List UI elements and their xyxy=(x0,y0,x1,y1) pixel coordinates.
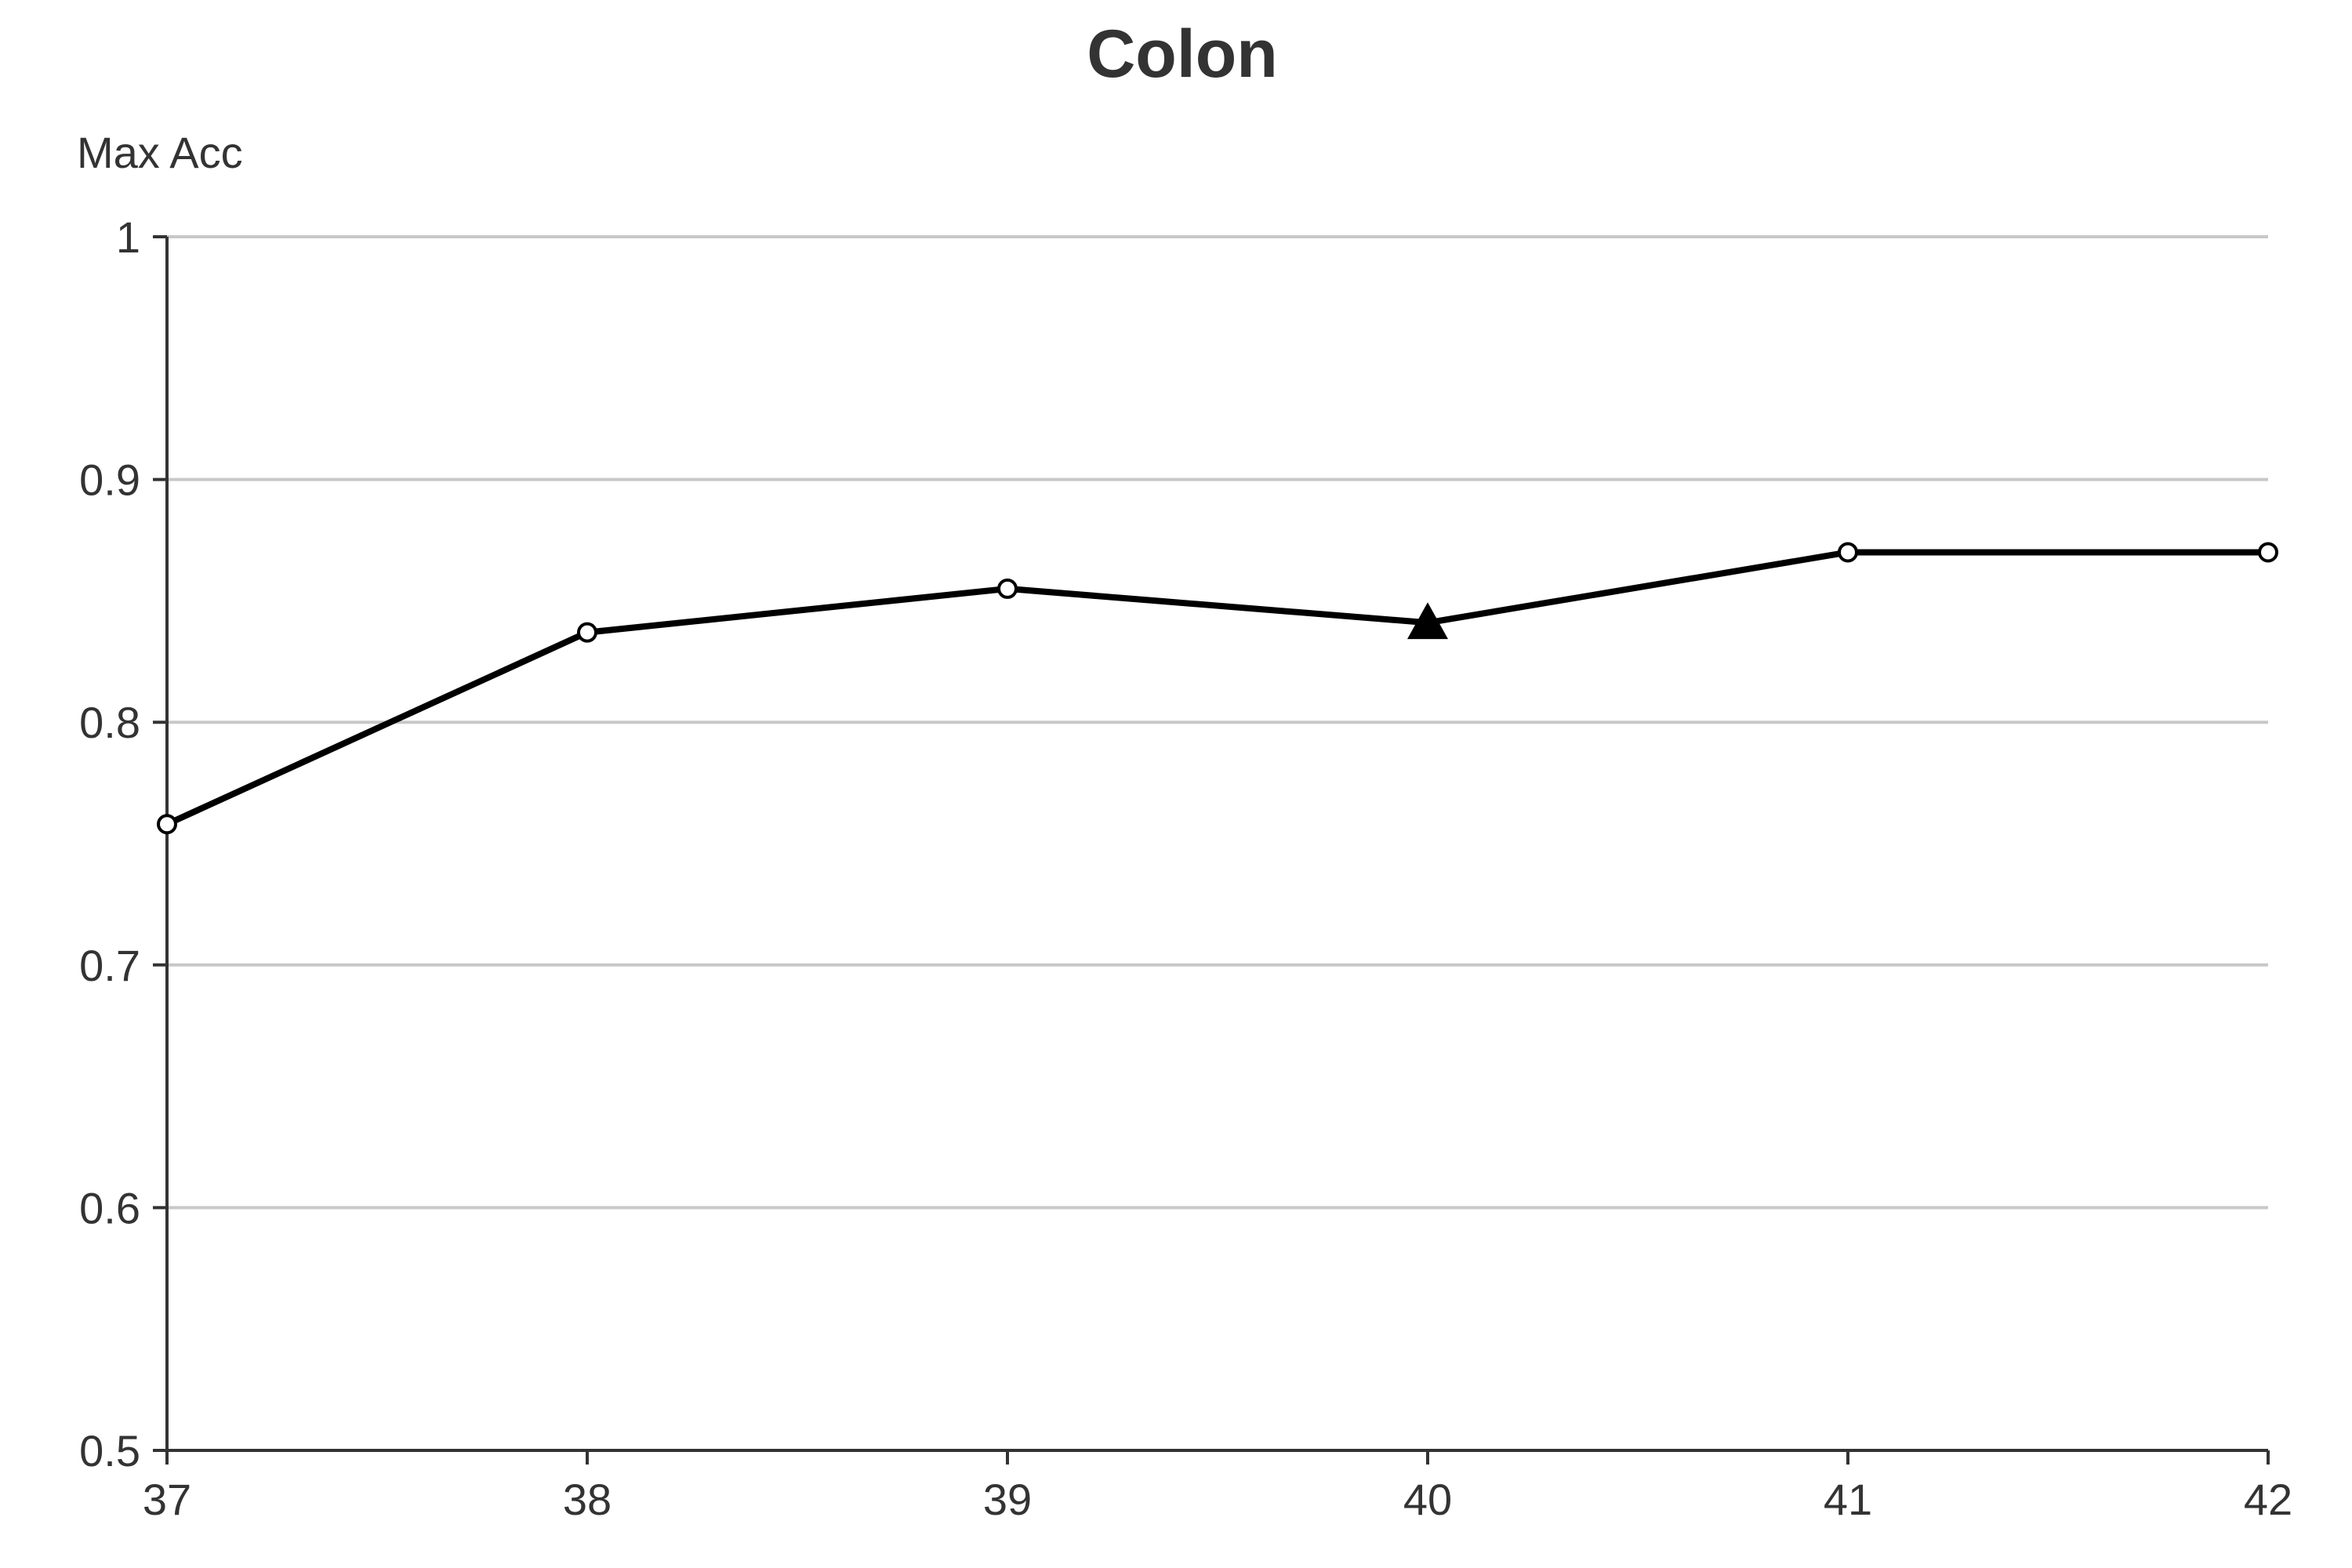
axes xyxy=(153,235,2270,1465)
x-tick-label: 41 xyxy=(1824,1475,1872,1524)
y-tick-label: 1 xyxy=(116,212,140,262)
x-tick-label: 38 xyxy=(563,1475,612,1524)
x-tick-label: 37 xyxy=(143,1475,191,1524)
data-point xyxy=(577,622,597,643)
highlight-triangle-marker xyxy=(1407,602,1448,640)
gridlines xyxy=(167,235,2268,1210)
y-tick-label: 0.9 xyxy=(79,456,140,505)
data-point xyxy=(157,814,177,835)
x-tick-label: 39 xyxy=(983,1475,1032,1524)
point-markers xyxy=(157,542,2278,835)
y-tick-label: 0.5 xyxy=(79,1426,140,1475)
data-point xyxy=(1838,542,1858,563)
chart-title: Colon xyxy=(1087,16,1278,92)
x-tick-label: 40 xyxy=(1403,1475,1452,1524)
data-point xyxy=(2258,542,2278,563)
series-line xyxy=(165,549,2268,827)
series-layer xyxy=(165,549,2268,827)
x-tick-label: 42 xyxy=(2244,1475,2292,1524)
tick-labels: 0.5 0.6 0.7 0.8 0.9 1 37 38 39 40 41 42 xyxy=(79,212,2292,1524)
y-axis-label: Max Acc xyxy=(77,128,243,177)
y-tick-label: 0.7 xyxy=(79,941,140,990)
data-point xyxy=(997,578,1018,599)
y-tick-label: 0.8 xyxy=(79,698,140,747)
y-tick-label: 0.6 xyxy=(79,1183,140,1232)
